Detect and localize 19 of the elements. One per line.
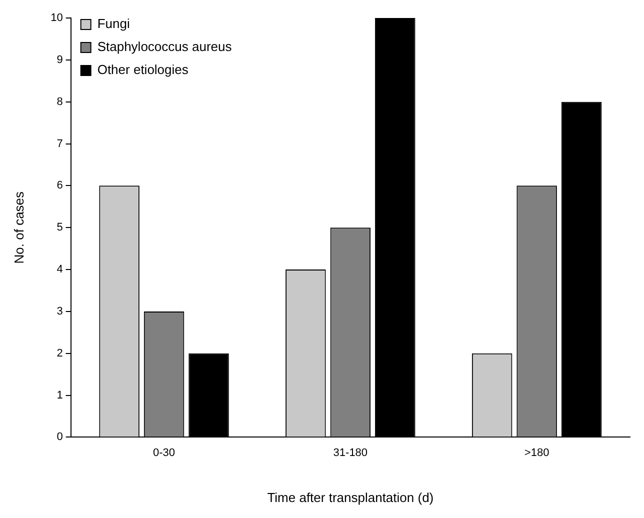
x-tick-label: >180 <box>524 446 550 459</box>
legend-label: Other etiologies <box>97 62 189 78</box>
y-tick-label: 1 <box>56 389 63 402</box>
x-tick-label: 0-30 <box>153 446 176 459</box>
y-tick-label: 6 <box>56 180 63 192</box>
y-tick-label: 0 <box>56 431 63 444</box>
legend-label: Fungi <box>97 16 130 32</box>
legend-label: Staphylococcus aureus <box>97 39 232 54</box>
x-axis-title: Time after transplantation (d) <box>267 490 434 505</box>
y-tick-label: 8 <box>56 96 63 108</box>
x-tick-label: 31-180 <box>333 446 368 459</box>
y-tick-label: 5 <box>56 222 63 234</box>
y-tick-label: 4 <box>56 264 63 276</box>
y-axis-title: No. of cases <box>11 190 26 264</box>
y-tick-label: 3 <box>56 305 63 318</box>
y-tick-label: 10 <box>50 12 63 24</box>
y-tick-label: 7 <box>56 138 63 150</box>
y-tick-label: 2 <box>56 347 63 360</box>
y-tick-label: 9 <box>56 54 63 66</box>
